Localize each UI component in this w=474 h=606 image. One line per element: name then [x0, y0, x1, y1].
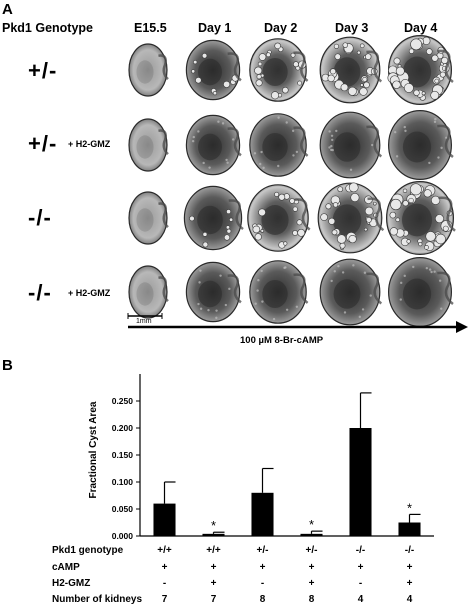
table-cell-h2gmz: -: [358, 578, 363, 589]
kidney-image: [386, 181, 456, 256]
table-cell-h2gmz: -: [162, 578, 167, 589]
col-header-day3: Day 3: [335, 21, 369, 35]
kidney-image: [128, 265, 169, 319]
table-cell-genotype: -/-: [404, 545, 415, 556]
table-cell-h2gmz: +: [210, 578, 217, 589]
row4-genotype: -/-: [28, 280, 52, 305]
kidney-image: [185, 261, 242, 323]
chart-y-axis-label: Fractional Cyst Area: [88, 401, 99, 498]
table-cell-h2gmz: +: [406, 578, 413, 589]
col-header-day2: Day 2: [264, 21, 298, 35]
chart-bar: [398, 522, 421, 536]
chart-y-tick-label: 0.100: [112, 477, 134, 487]
table-cell-genotype: +/-: [256, 545, 269, 556]
table-cell-camp: +: [357, 562, 364, 573]
row1-genotype: +/-: [28, 58, 58, 83]
kidney-image: [185, 114, 242, 176]
chart-bar: [349, 428, 372, 536]
table-cell-camp: +: [406, 562, 413, 573]
table-cell-h2gmz: -: [260, 578, 265, 589]
table-cell-kidneys: 8: [259, 594, 266, 605]
table-cell-kidneys: 7: [210, 594, 217, 605]
table-cell-camp: +: [259, 562, 266, 573]
table-label-camp: cAMP: [52, 562, 80, 573]
kidney-image: [247, 184, 311, 252]
row2-treatment: + H2-GMZ: [68, 139, 111, 149]
kidney-image: [249, 38, 309, 102]
kidney-image: [317, 182, 385, 254]
kidney-image: [249, 260, 309, 324]
kidney-image: [185, 39, 242, 101]
panel-b-letter: B: [2, 357, 13, 374]
row-header-genotype: Pkd1 Genotype: [2, 21, 93, 35]
table-cell-camp: +: [161, 562, 168, 573]
kidney-image: [319, 258, 383, 326]
cyst-area-bar-chart: 0.000 0.050 0.100 0.150 0.200 0.250 * * * Fract…: [88, 374, 434, 540]
table-label-genotype: Pkd1 genotype: [52, 545, 124, 556]
table-cell-h2gmz: +: [308, 578, 315, 589]
table-cell-kidneys: 7: [161, 594, 168, 605]
table-cell-camp: +: [210, 562, 217, 573]
chart-bar: [153, 503, 176, 536]
chart-y-tick-label: 0.250: [112, 396, 134, 406]
kidney-image: [388, 109, 454, 181]
chart-y-tick-label: 0.050: [112, 504, 134, 514]
kidney-image: [128, 43, 169, 97]
scale-bar-label: 1mm: [136, 318, 152, 325]
kidney-image: [128, 191, 169, 245]
table-cell-kidneys: 8: [308, 594, 315, 605]
chart-significance-marker: *: [407, 500, 412, 515]
table-cell-kidneys: 4: [406, 594, 413, 605]
chart-y-tick-label: 0.000: [112, 531, 134, 540]
table-cell-genotype: +/+: [157, 545, 172, 556]
panel-a-letter: A: [2, 1, 13, 18]
col-header-day1: Day 1: [198, 21, 232, 35]
kidney-image: [387, 34, 454, 106]
chart-bar: [300, 533, 323, 536]
table-cell-kidneys: 4: [357, 594, 364, 605]
kidney-image: [388, 257, 454, 328]
chart-bar: [202, 533, 225, 536]
row3-genotype: -/-: [28, 205, 52, 230]
table-cell-camp: +: [308, 562, 315, 573]
kidney-image: [319, 36, 383, 104]
table-cell-genotype: +/-: [305, 545, 318, 556]
col-header-e155: E15.5: [134, 21, 167, 35]
kidney-image: [128, 118, 169, 172]
table-cell-genotype: +/+: [206, 545, 221, 556]
table-label-h2gmz: H2-GMZ: [52, 578, 91, 589]
time-arrow-head: [456, 321, 468, 333]
chart-significance-marker: *: [211, 518, 216, 533]
kidney-micrograph-grid: [127, 34, 468, 333]
kidney-image: [319, 111, 383, 179]
chart-significance-marker: *: [309, 517, 314, 532]
kidney-image: [183, 185, 244, 251]
chart-bar: [251, 492, 274, 536]
table-cell-genotype: -/-: [355, 545, 366, 556]
table-label-kidneys: Number of kidneys: [52, 594, 143, 605]
chart-y-tick-label: 0.150: [112, 450, 134, 460]
row4-treatment: + H2-GMZ: [68, 288, 111, 298]
row2-genotype: +/-: [28, 131, 58, 156]
kidney-image: [249, 113, 309, 177]
arrow-label: 100 µM 8-Br-cAMP: [240, 335, 324, 346]
chart-y-tick-label: 0.200: [112, 423, 134, 433]
col-header-day4: Day 4: [404, 21, 438, 35]
